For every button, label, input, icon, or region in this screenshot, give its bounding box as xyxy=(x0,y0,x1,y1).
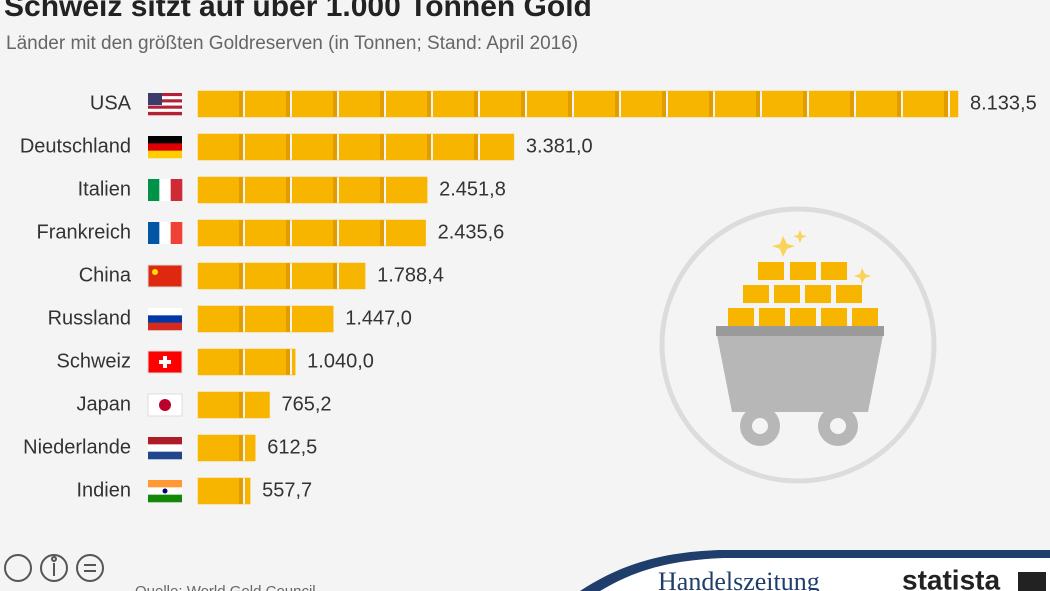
flag-icon xyxy=(148,308,182,331)
flag-stripe xyxy=(148,444,182,452)
bar xyxy=(197,305,334,333)
value-label: 1.447,0 xyxy=(345,307,412,329)
flag-stripe xyxy=(159,179,171,201)
flag-icon xyxy=(148,480,182,503)
flag-stripe xyxy=(148,93,182,97)
flag-icon xyxy=(148,93,182,116)
flag-stripe xyxy=(170,222,183,244)
category-label: Deutschland xyxy=(20,135,131,157)
flag-stripe xyxy=(170,179,183,201)
category-label: Italien xyxy=(78,178,131,200)
source: Quelle: World Gold Council xyxy=(135,583,316,591)
flag-icon xyxy=(148,222,183,244)
flag-field xyxy=(147,264,183,288)
category-label: Frankreich xyxy=(37,221,131,243)
flag-stripe xyxy=(148,105,182,110)
flag-stripe xyxy=(148,480,182,488)
bar xyxy=(197,133,515,161)
flag-stripe xyxy=(148,96,182,100)
flag-stripe xyxy=(148,143,182,151)
bar xyxy=(197,219,426,247)
value-label: 765,2 xyxy=(282,393,332,415)
flag-icon xyxy=(148,136,182,159)
flag-cross xyxy=(159,360,171,364)
value-label: 1.040,0 xyxy=(307,350,374,372)
chart-subtitle: Länder mit den größten Goldreserven (in … xyxy=(6,33,578,54)
value-label: 2.451,8 xyxy=(439,178,506,200)
bar xyxy=(197,176,428,204)
category-label: USA xyxy=(90,92,132,114)
flag-icon xyxy=(147,264,183,288)
flag-stripe xyxy=(148,494,182,503)
value-label: 1.788,4 xyxy=(377,264,444,286)
bar xyxy=(197,90,959,118)
flag-star xyxy=(152,269,158,275)
flag-stripe xyxy=(148,308,182,316)
flag-stripe xyxy=(148,222,160,244)
category-label: Niederlande xyxy=(23,436,131,458)
flag-stripe xyxy=(148,111,182,116)
flag-stripe xyxy=(148,315,182,323)
value-label: 8.133,5 xyxy=(970,92,1037,114)
footer-panel xyxy=(600,558,1050,591)
bar xyxy=(197,477,251,505)
category-label: Schweiz xyxy=(57,350,131,372)
flag-stripe xyxy=(159,222,171,244)
value-label: 2.435,6 xyxy=(438,221,505,243)
license-icons xyxy=(4,554,104,582)
value-label: 612,5 xyxy=(267,436,317,458)
flag-stripe xyxy=(148,108,182,113)
flag-disc xyxy=(159,399,171,411)
flag-disc xyxy=(162,488,168,494)
bar xyxy=(197,348,296,376)
flag-stripe xyxy=(148,179,160,201)
partner-logo: Handelszeitung xyxy=(658,567,820,591)
flag-icon xyxy=(148,179,183,201)
flag-icon xyxy=(147,350,183,374)
bar xyxy=(197,391,270,419)
category-label: China xyxy=(79,264,132,286)
flag-stripe xyxy=(148,136,182,144)
category-label: Indien xyxy=(77,479,132,501)
mine-cart-illustration xyxy=(659,206,937,484)
flag-stripe xyxy=(148,102,182,106)
flag-icon xyxy=(147,393,183,417)
category-label: Russland xyxy=(48,307,131,329)
category-label: Japan xyxy=(77,393,132,415)
flag-icon xyxy=(148,437,182,460)
flag-stripe xyxy=(148,451,182,460)
flag-stripe xyxy=(148,150,182,159)
brand-icon xyxy=(1018,572,1046,591)
bar xyxy=(197,434,256,462)
flag-stripe xyxy=(148,322,182,331)
flag-canton xyxy=(148,93,162,105)
value-label: 557,7 xyxy=(262,479,312,501)
flag-stripe xyxy=(148,99,182,103)
brand-logo: statista xyxy=(902,564,1000,591)
chart-title: Schweiz sitzt auf über 1.000 Tonnen Gold xyxy=(4,0,592,23)
value-label: 3.381,0 xyxy=(526,135,593,157)
flag-stripe xyxy=(148,437,182,445)
bar xyxy=(197,262,366,290)
